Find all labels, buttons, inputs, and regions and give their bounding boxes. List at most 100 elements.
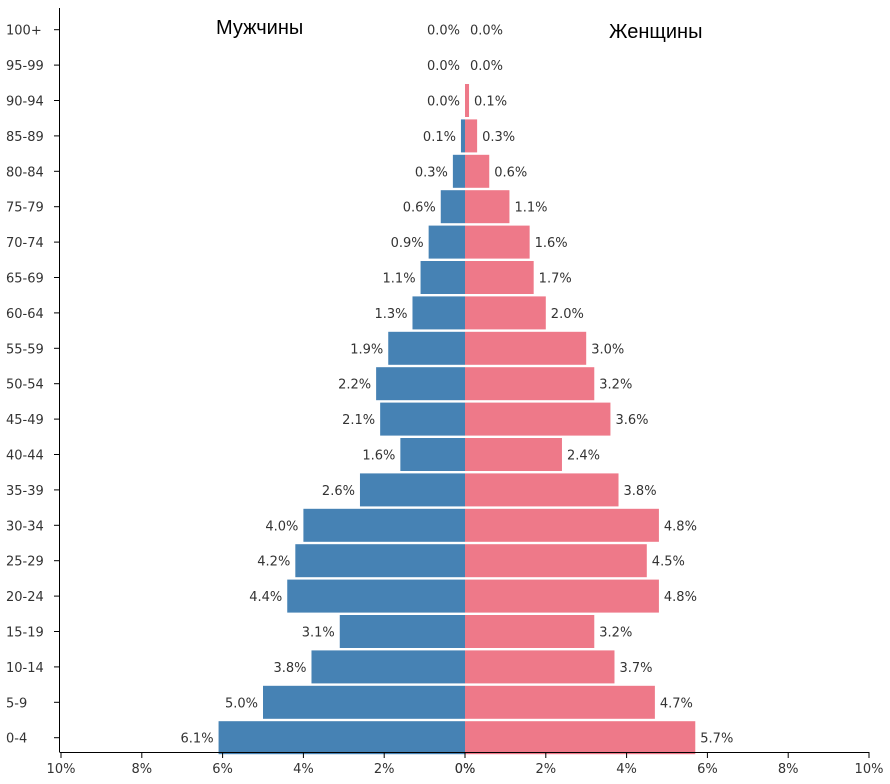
male-value-label: 1.1% [383, 272, 416, 287]
x-tick-label: 10% [855, 762, 884, 777]
age-group-label: 15-19 [6, 626, 44, 641]
male-value-label: 0.0% [427, 59, 460, 74]
bar-male-0-4 [218, 721, 465, 755]
bar-male-85-89 [460, 119, 465, 153]
bars-group [218, 84, 696, 755]
male-value-label: 1.6% [362, 449, 395, 464]
x-tick-label: 6% [212, 762, 233, 777]
bar-male-30-34 [303, 508, 465, 542]
bar-female-15-19 [465, 615, 595, 648]
male-value-label: 0.9% [391, 236, 424, 251]
female-value-label: 4.8% [664, 590, 697, 605]
bar-female-10-14 [465, 650, 615, 684]
x-tick-label: 0% [455, 762, 476, 777]
bar-male-35-39 [359, 473, 465, 507]
male-value-label: 4.4% [249, 590, 282, 605]
age-group-label: 70-74 [6, 236, 44, 251]
bar-female-65-69 [465, 261, 534, 294]
bar-male-55-59 [388, 331, 465, 365]
male-value-label: 3.1% [302, 626, 335, 641]
female-value-label: 3.8% [624, 484, 657, 499]
female-value-label: 4.5% [652, 555, 685, 570]
female-value-label: 1.7% [539, 272, 572, 287]
female-value-label: 1.6% [535, 236, 568, 251]
bar-male-45-49 [380, 402, 465, 436]
bar-female-40-44 [465, 438, 562, 471]
male-value-label: 0.0% [427, 24, 460, 39]
age-group-label: 75-79 [6, 201, 44, 216]
bar-female-5-9 [465, 685, 655, 719]
legend-female-label: Женщины [609, 21, 702, 43]
age-group-label: 20-24 [6, 590, 44, 605]
bar-male-40-44 [400, 438, 465, 471]
male-value-label: 1.9% [350, 342, 383, 357]
bar-male-70-74 [428, 225, 465, 259]
age-group-label: 85-89 [6, 130, 44, 145]
axes [54, 8, 869, 753]
bar-female-25-29 [465, 544, 647, 578]
female-value-label: 3.6% [615, 413, 648, 428]
bar-female-0-4 [465, 721, 696, 755]
age-group-label: 25-29 [6, 555, 44, 570]
female-value-label: 3.2% [599, 378, 632, 393]
female-value-label: 1.1% [514, 201, 547, 216]
male-value-label: 6.1% [181, 732, 214, 747]
age-group-label: 35-39 [6, 484, 44, 499]
bar-female-70-74 [465, 225, 530, 259]
bar-female-85-89 [465, 119, 478, 153]
female-value-label: 0.6% [494, 165, 527, 180]
male-value-label: 0.0% [427, 95, 460, 110]
bar-female-90-94 [465, 84, 470, 117]
bar-female-80-84 [465, 154, 490, 188]
x-tick-label: 4% [293, 762, 314, 777]
bar-male-75-79 [440, 190, 465, 224]
x-tick-label: 0% [455, 762, 476, 777]
value-labels: 0.0% 0.0% 0.0% 0.0% 0.0% 0.1% 0.1% 0.3% 0.3% 0.6%… [181, 24, 734, 747]
age-group-label: 50-54 [6, 378, 44, 393]
x-tick-label: 10% [47, 762, 76, 777]
age-group-label: 55-59 [6, 342, 44, 357]
male-value-label: 2.6% [322, 484, 355, 499]
male-value-label: 0.3% [415, 165, 448, 180]
bar-female-50-54 [465, 367, 595, 401]
female-value-label: 3.0% [591, 342, 624, 357]
female-value-label: 0.1% [474, 95, 507, 110]
female-value-label: 0.0% [470, 59, 503, 74]
female-value-label: 4.8% [664, 519, 697, 534]
age-group-label: 40-44 [6, 449, 44, 464]
bar-female-55-59 [465, 331, 587, 365]
bar-female-75-79 [465, 190, 510, 224]
bar-male-25-29 [295, 544, 465, 578]
female-value-label: 3.2% [599, 626, 632, 641]
bar-female-60-64 [465, 296, 546, 330]
female-value-label: 2.0% [551, 307, 584, 322]
bar-male-60-64 [412, 296, 465, 330]
x-tick-label: 8% [131, 762, 152, 777]
x-tick-label: 2% [374, 762, 395, 777]
male-value-label: 4.2% [257, 555, 290, 570]
male-value-label: 0.6% [403, 201, 436, 216]
male-value-label: 4.0% [265, 519, 298, 534]
bar-male-50-54 [376, 367, 465, 401]
bar-female-30-34 [465, 508, 659, 542]
female-value-label: 4.7% [660, 696, 693, 711]
age-group-label: 10-14 [6, 661, 44, 676]
male-value-label: 2.2% [338, 378, 371, 393]
age-group-label: 45-49 [6, 413, 44, 428]
x-tick-label: 2% [535, 762, 556, 777]
female-value-label: 5.7% [700, 732, 733, 747]
bar-male-20-24 [287, 579, 465, 613]
age-group-label: 30-34 [6, 519, 44, 534]
female-value-label: 0.3% [482, 130, 515, 145]
male-value-label: 0.1% [423, 130, 456, 145]
male-value-label: 2.1% [342, 413, 375, 428]
x-axis-ticks: 10% 8% 6% 4% 2% 0%0% 2% 4% 6% 8% 10% [47, 752, 884, 777]
age-group-label: 5-9 [6, 696, 27, 711]
bar-female-35-39 [465, 473, 619, 507]
x-tick-label: 8% [778, 762, 799, 777]
bar-male-5-9 [263, 685, 465, 719]
x-tick-label: 6% [697, 762, 718, 777]
male-value-label: 1.3% [374, 307, 407, 322]
y-axis-labels: 100+ 95-99 90-94 85-89 80-84 75-79 70-74 65-69 6… [6, 24, 44, 747]
